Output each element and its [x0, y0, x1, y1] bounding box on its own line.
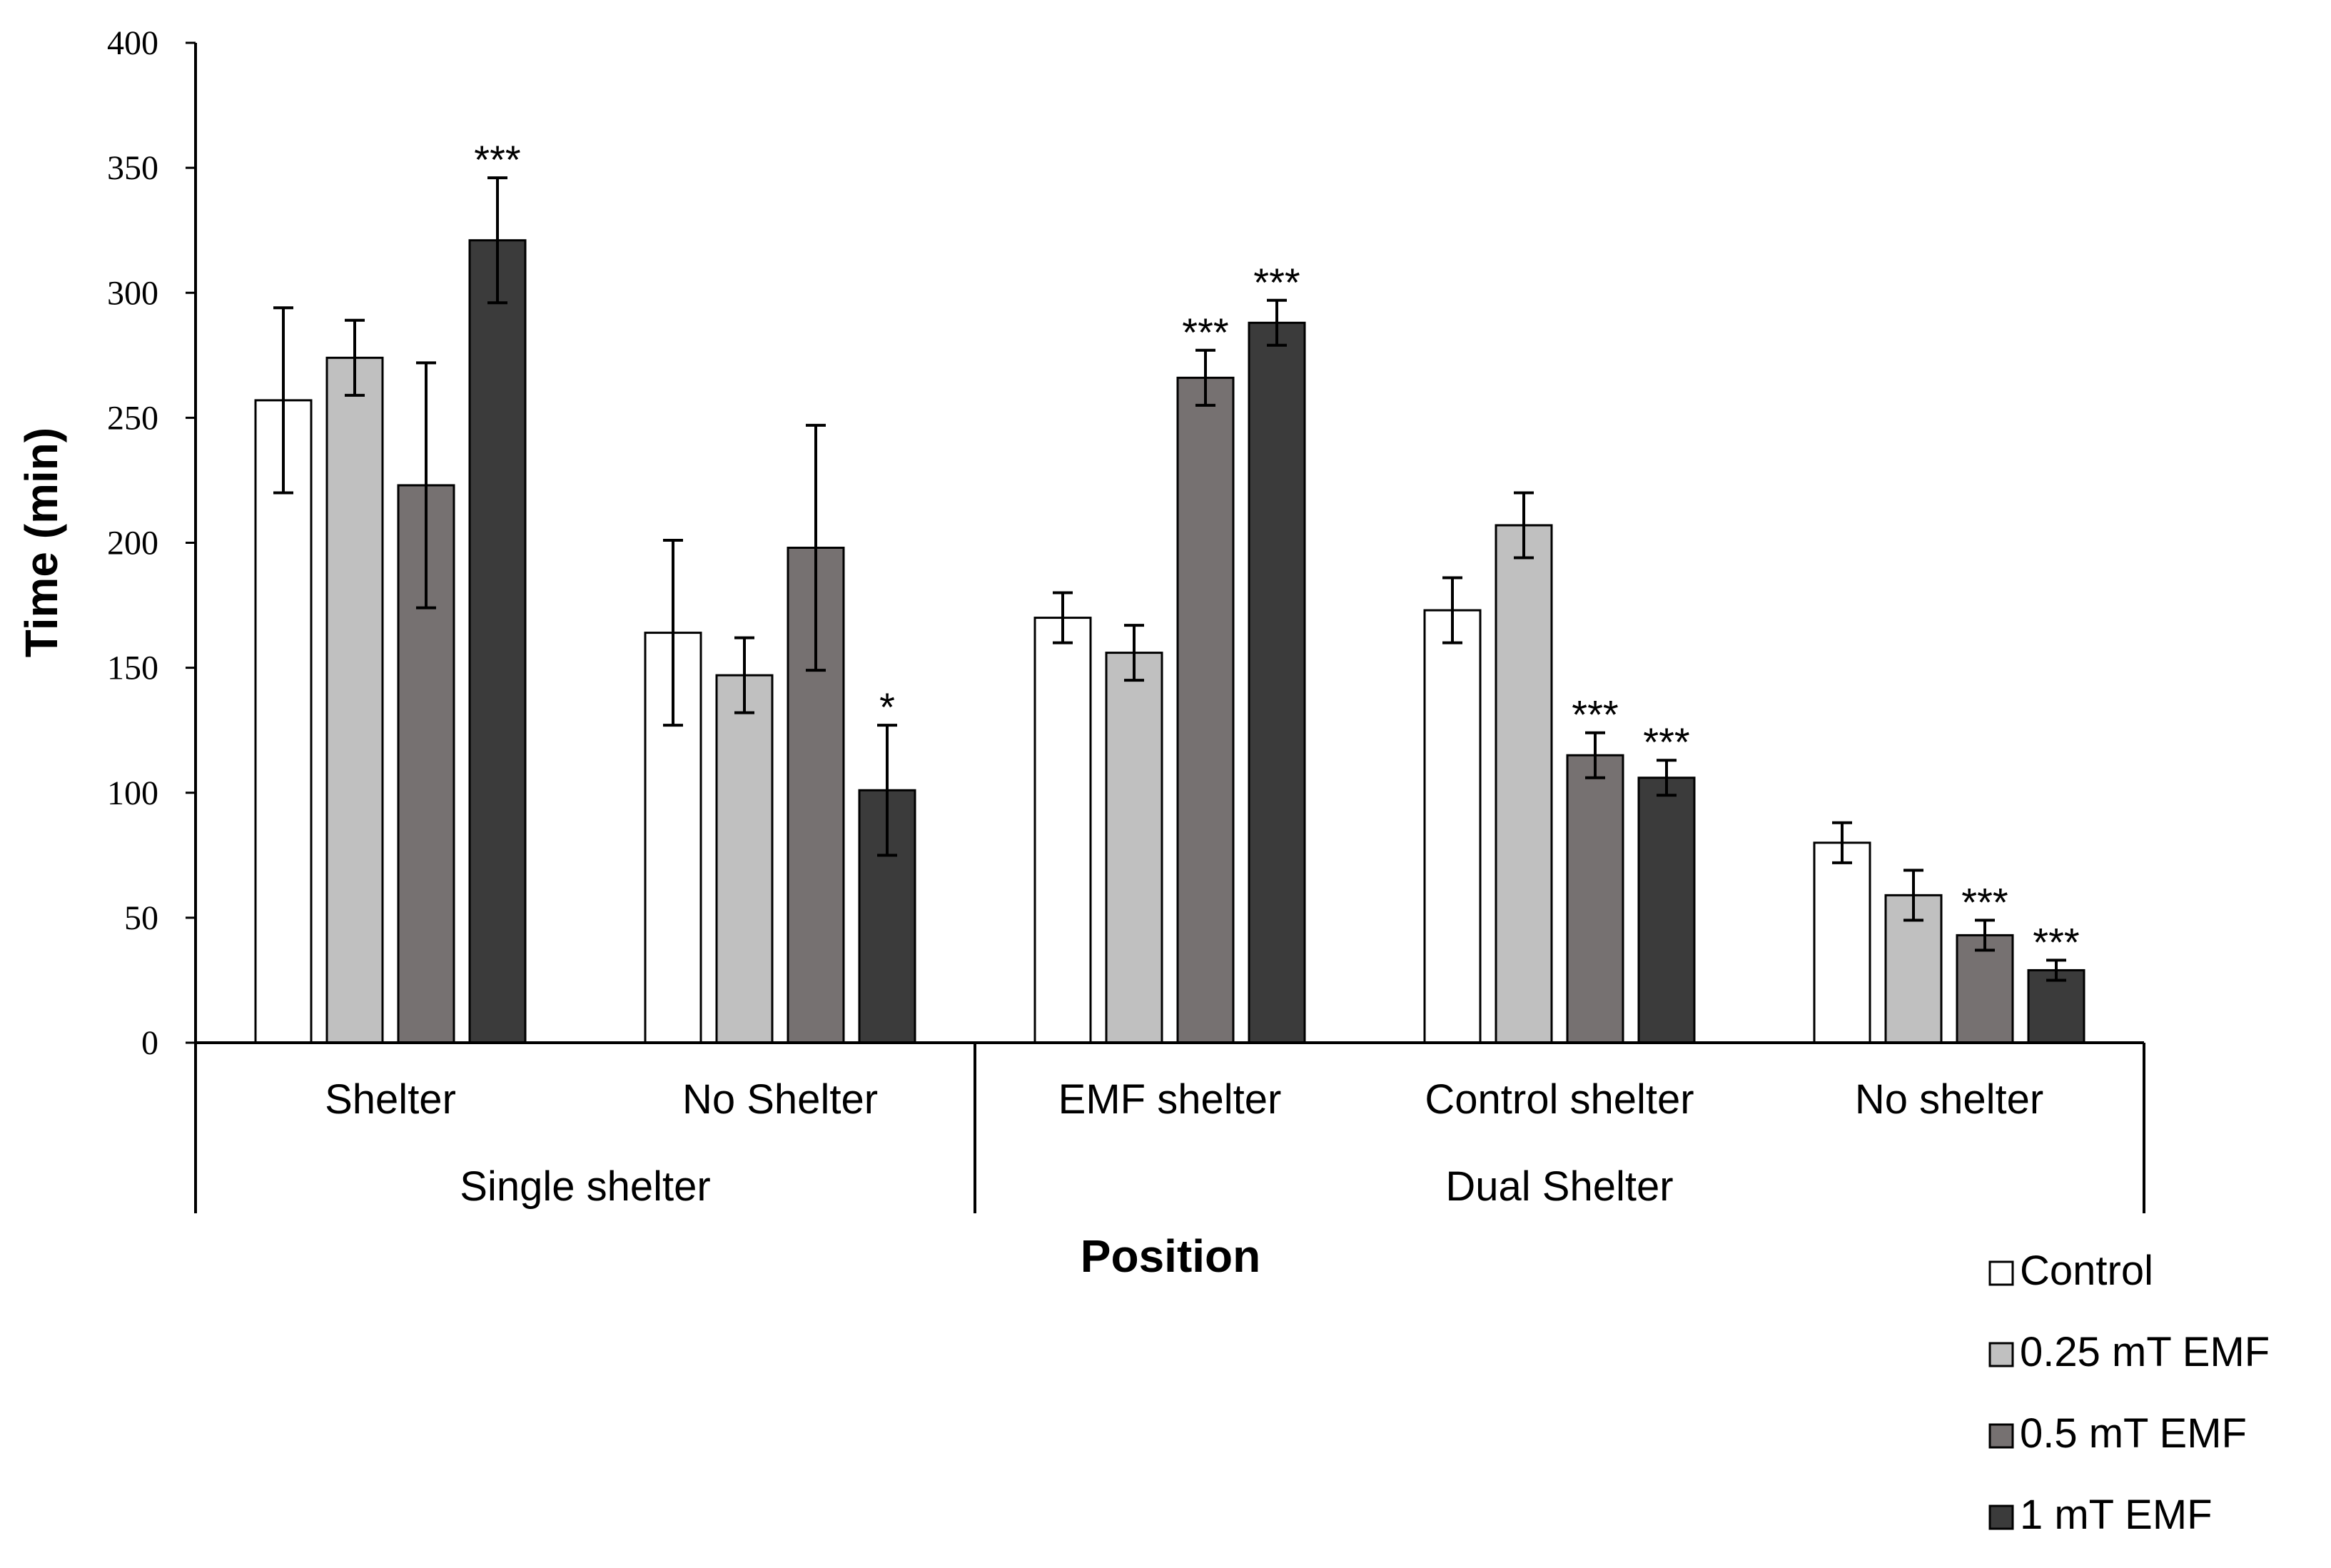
- y-tick-label: 400: [107, 24, 158, 62]
- bar: [1495, 524, 1553, 1044]
- y-tick-label: 50: [124, 899, 158, 937]
- bar: [325, 356, 384, 1044]
- significance-marker: ***: [1182, 310, 1228, 355]
- legend-swatch: [1988, 1342, 2014, 1367]
- legend-label: 0.25 mT EMF: [2020, 1329, 2270, 1375]
- significance-marker: *: [879, 684, 895, 729]
- legend-label: Control: [2020, 1248, 2153, 1294]
- bar: [1176, 376, 1235, 1044]
- y-tick-label: 350: [107, 149, 158, 187]
- y-axis-title: Time (min): [16, 428, 67, 657]
- bar-series: **********************: [254, 137, 2085, 1044]
- y-tick-label: 250: [107, 399, 158, 437]
- y-tick-label: 100: [107, 774, 158, 812]
- y-tick-label: 0: [141, 1024, 158, 1062]
- significance-marker: ***: [1253, 260, 1300, 305]
- bar: [644, 632, 702, 1044]
- legend-swatch: [1988, 1423, 2014, 1449]
- significance-marker: ***: [2033, 919, 2079, 964]
- significance-marker: ***: [1961, 879, 2008, 924]
- legend-swatch: [1988, 1504, 2014, 1530]
- bar: [1248, 321, 1306, 1044]
- y-tick-label: 300: [107, 274, 158, 312]
- x-category-label: No shelter: [1855, 1076, 2043, 1123]
- x-axis-title: Position: [1081, 1230, 1260, 1282]
- y-axis: 0 50 100 150 200 250 300 350 400: [107, 24, 197, 1062]
- y-tick-label: 200: [107, 525, 158, 562]
- significance-marker: ***: [474, 137, 520, 182]
- y-tick-label: 150: [107, 649, 158, 687]
- bar: [1033, 617, 1092, 1044]
- x-group-label: Dual Shelter: [1445, 1163, 1673, 1210]
- bar: [1423, 609, 1482, 1044]
- legend-label: 0.5 mT EMF: [2020, 1410, 2247, 1457]
- legend-swatch: [1988, 1260, 2014, 1286]
- x-category-label: No Shelter: [682, 1076, 878, 1123]
- x-category-label: EMF shelter: [1058, 1076, 1282, 1123]
- bar: [715, 674, 774, 1044]
- bar: [1566, 754, 1624, 1044]
- legend-label: 1 mT EMF: [2020, 1492, 2213, 1538]
- bar: [2027, 968, 2085, 1044]
- bar: [254, 399, 313, 1044]
- x-axis: Shelter No Shelter EMF shelter Control shel…: [194, 1041, 2145, 1213]
- bar: [1813, 841, 1871, 1044]
- bar: [468, 239, 527, 1044]
- significance-marker: ***: [1572, 692, 1618, 737]
- significance-marker: ***: [1643, 719, 1689, 764]
- x-group-label: Single shelter: [460, 1163, 710, 1210]
- x-category-label: Control shelter: [1425, 1076, 1694, 1123]
- bar: [1105, 652, 1163, 1044]
- x-category-label: Shelter: [325, 1076, 456, 1123]
- legend: Control 0.25 mT EMF 0.5 mT EMF 1 mT EMF: [1988, 1248, 2270, 1538]
- bar: [1956, 934, 2014, 1044]
- bar: [1637, 777, 1696, 1044]
